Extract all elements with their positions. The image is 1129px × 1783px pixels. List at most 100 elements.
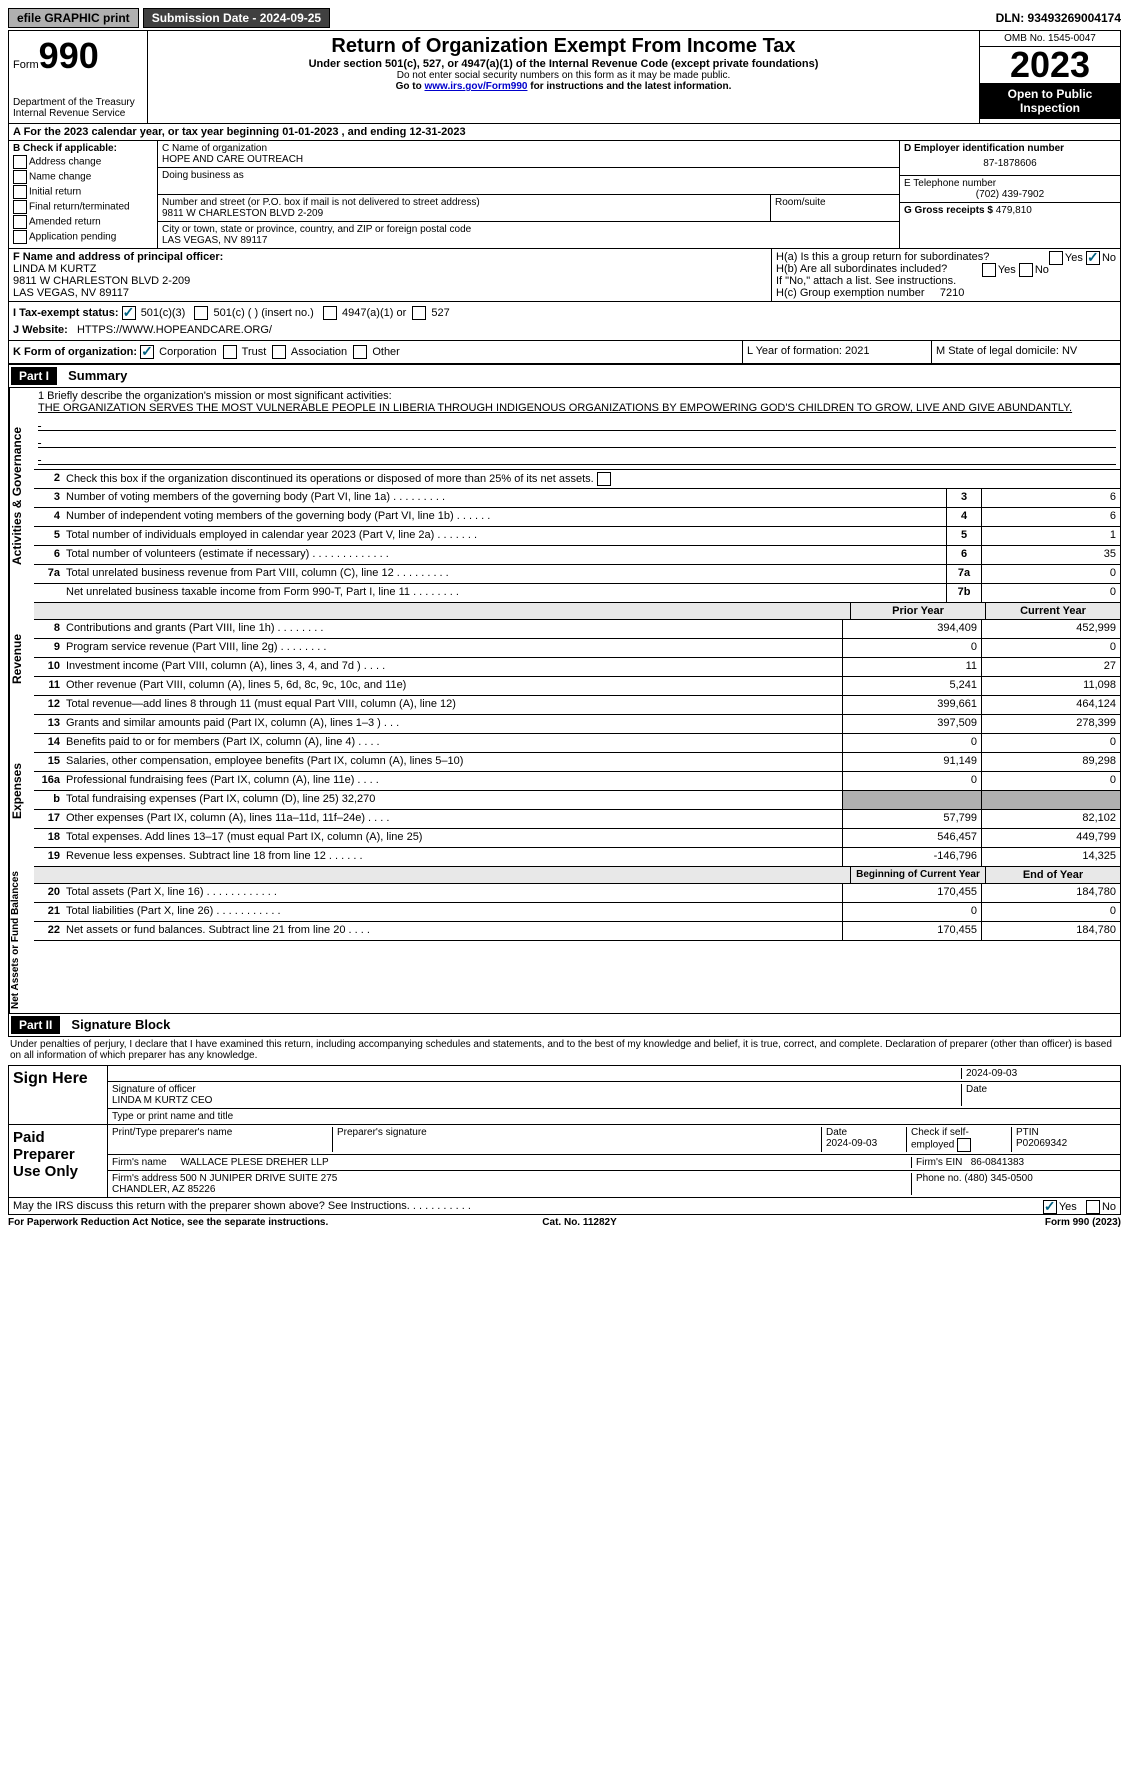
- revenue-section: Revenue Prior Year Current Year 8Contrib…: [8, 603, 1121, 715]
- prep-sig-label: Preparer's signature: [333, 1127, 822, 1152]
- ptin-label: PTIN: [1016, 1127, 1039, 1138]
- no-label2: No: [1035, 264, 1049, 276]
- check-other[interactable]: [353, 345, 367, 359]
- prep-date-label: Date: [826, 1127, 847, 1138]
- check-corp[interactable]: [140, 345, 154, 359]
- gov-line: 6Total number of volunteers (estimate if…: [34, 546, 1120, 565]
- officer-city: LAS VEGAS, NV 89117: [13, 287, 767, 299]
- check-name[interactable]: [13, 170, 27, 184]
- ch-prior: Prior Year: [850, 603, 985, 619]
- data-line: 17Other expenses (Part IX, column (A), l…: [34, 810, 1120, 829]
- check-final[interactable]: [13, 200, 27, 214]
- top-bar: efile GRAPHIC print Submission Date - 20…: [8, 8, 1121, 28]
- discuss-yes[interactable]: [1043, 1200, 1057, 1214]
- g-label: G Gross receipts $: [904, 205, 993, 216]
- data-line: 14Benefits paid to or for members (Part …: [34, 734, 1120, 753]
- ha-yes[interactable]: [1049, 251, 1063, 265]
- opt-name: Name change: [29, 172, 91, 183]
- opt-trust: Trust: [242, 346, 267, 358]
- gov-line: Net unrelated business taxable income fr…: [34, 584, 1120, 603]
- d-label: D Employer identification number: [904, 143, 1116, 154]
- data-line: 22Net assets or fund balances. Subtract …: [34, 922, 1120, 941]
- firm-name: WALLACE PLESE DREHER LLP: [181, 1157, 329, 1168]
- check-trust[interactable]: [223, 345, 237, 359]
- m-state: M State of legal domicile: NV: [932, 341, 1120, 363]
- opt-501c: 501(c) ( ) (insert no.): [214, 307, 314, 319]
- gross-receipts: 479,810: [996, 205, 1032, 216]
- gov-line: 3Number of voting members of the governi…: [34, 489, 1120, 508]
- submission-button[interactable]: Submission Date - 2024-09-25: [143, 8, 330, 28]
- row-k: K Form of organization: Corporation Trus…: [8, 341, 1121, 364]
- data-line: 9Program service revenue (Part VIII, lin…: [34, 639, 1120, 658]
- firm-name-label: Firm's name: [112, 1157, 167, 1168]
- preparer-label: Paid Preparer Use Only: [9, 1125, 108, 1197]
- check-address[interactable]: [13, 155, 27, 169]
- form-subtitle: Under section 501(c), 527, or 4947(a)(1)…: [152, 58, 975, 70]
- form-title: Return of Organization Exempt From Incom…: [152, 35, 975, 58]
- discuss-text: May the IRS discuss this return with the…: [13, 1200, 471, 1212]
- f-label: F Name and address of principal officer:: [13, 251, 767, 263]
- ch-current: Current Year: [985, 603, 1120, 619]
- hc-value: 7210: [940, 287, 964, 299]
- footer-left: For Paperwork Reduction Act Notice, see …: [8, 1217, 328, 1228]
- discuss-no[interactable]: [1086, 1200, 1100, 1214]
- opt-527: 527: [431, 307, 449, 319]
- data-line: 8Contributions and grants (Part VIII, li…: [34, 620, 1120, 639]
- side-netassets: Net Assets or Fund Balances: [9, 867, 34, 1013]
- data-line: 12Total revenue—add lines 8 through 11 (…: [34, 696, 1120, 715]
- yes-label: Yes: [1065, 252, 1083, 264]
- l-year: L Year of formation: 2021: [743, 341, 932, 363]
- type-label: Type or print name and title: [108, 1109, 1120, 1124]
- opt-corp: Corporation: [159, 346, 216, 358]
- org-name: HOPE AND CARE OUTREACH: [162, 154, 895, 165]
- check-discontinued[interactable]: [597, 472, 611, 486]
- prep-print-label: Print/Type preparer's name: [112, 1127, 333, 1152]
- ein-value: 87-1878606: [904, 154, 1116, 173]
- check-527[interactable]: [412, 306, 426, 320]
- check-pending[interactable]: [13, 230, 27, 244]
- check-501c3[interactable]: [122, 306, 136, 320]
- i-label: I Tax-exempt status:: [13, 307, 119, 319]
- irs-link[interactable]: www.irs.gov/Form990: [424, 81, 527, 92]
- check-selfemployed[interactable]: [957, 1138, 971, 1152]
- e-label: E Telephone number: [904, 178, 1116, 189]
- row-a: A For the 2023 calendar year, or tax yea…: [8, 124, 1121, 141]
- hb-no[interactable]: [1019, 263, 1033, 277]
- officer-street: 9811 W CHARLESTON BLVD 2-209: [13, 275, 767, 287]
- ch-end: End of Year: [985, 867, 1120, 883]
- side-governance: Activities & Governance: [9, 388, 34, 603]
- check-501c[interactable]: [194, 306, 208, 320]
- check-4947[interactable]: [323, 306, 337, 320]
- check-assoc[interactable]: [272, 345, 286, 359]
- dba-label: Doing business as: [162, 170, 895, 181]
- firm-addr-label: Firm's address: [112, 1173, 177, 1184]
- city-value: LAS VEGAS, NV 89117: [162, 235, 895, 246]
- row-ij: I Tax-exempt status: 501(c)(3) 501(c) ( …: [8, 302, 1121, 341]
- check-initial[interactable]: [13, 185, 27, 199]
- check-amended[interactable]: [13, 215, 27, 229]
- opt-4947: 4947(a)(1) or: [342, 307, 406, 319]
- gov-line: 7aTotal unrelated business revenue from …: [34, 565, 1120, 584]
- note-ssn: Do not enter social security numbers on …: [152, 70, 975, 81]
- goto-prefix: Go to: [396, 81, 425, 92]
- c-name-label: C Name of organization: [162, 143, 895, 154]
- hb-yes[interactable]: [982, 263, 996, 277]
- footer-mid: Cat. No. 11282Y: [542, 1217, 616, 1228]
- footer-right: Form 990 (2023): [1045, 1217, 1121, 1228]
- opt-501c3: 501(c)(3): [141, 307, 186, 319]
- ch-beginning: Beginning of Current Year: [850, 867, 985, 883]
- data-line: 10Investment income (Part VIII, column (…: [34, 658, 1120, 677]
- gov-line: 4Number of independent voting members of…: [34, 508, 1120, 527]
- ha-no[interactable]: [1086, 251, 1100, 265]
- line2-text: Check this box if the organization disco…: [66, 473, 594, 485]
- website-value: HTTPS://WWW.HOPEANDCARE.ORG/: [77, 324, 272, 336]
- expenses-section: Expenses 13Grants and similar amounts pa…: [8, 715, 1121, 867]
- sign-here-label: Sign Here: [9, 1066, 108, 1124]
- efile-button[interactable]: efile GRAPHIC print: [8, 8, 139, 28]
- k-label: K Form of organization:: [13, 346, 137, 358]
- opt-assoc: Association: [291, 346, 347, 358]
- part2-header: Part II: [11, 1016, 60, 1034]
- form-header: Form990 Department of the Treasury Inter…: [8, 30, 1121, 124]
- ha-label: H(a) Is this a group return for subordin…: [776, 251, 989, 263]
- opt-other: Other: [372, 346, 400, 358]
